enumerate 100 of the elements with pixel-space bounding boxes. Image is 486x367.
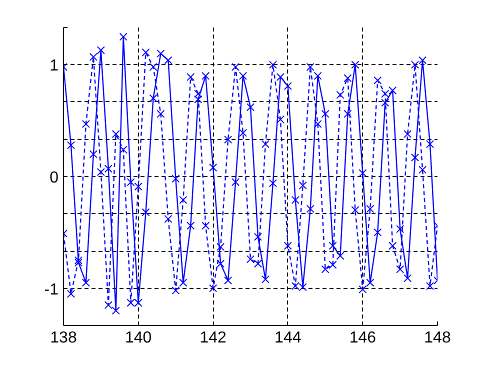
point bbox=[321, 110, 330, 118]
x-tick-label: 148 bbox=[424, 330, 451, 346]
point bbox=[268, 60, 277, 69]
point bbox=[388, 242, 397, 250]
point bbox=[328, 260, 337, 269]
point bbox=[284, 242, 292, 250]
point bbox=[314, 72, 322, 80]
point bbox=[112, 306, 120, 315]
point bbox=[351, 206, 360, 214]
point bbox=[82, 120, 90, 128]
point bbox=[89, 150, 98, 158]
point bbox=[194, 90, 202, 98]
point bbox=[418, 166, 427, 174]
point bbox=[254, 232, 262, 241]
point bbox=[126, 178, 135, 186]
point bbox=[336, 90, 344, 99]
point bbox=[344, 110, 352, 118]
point bbox=[246, 103, 255, 112]
point bbox=[164, 56, 172, 64]
point bbox=[96, 168, 105, 176]
point bbox=[388, 86, 397, 94]
point bbox=[306, 204, 314, 213]
point bbox=[179, 278, 188, 287]
point bbox=[66, 290, 76, 298]
point bbox=[411, 60, 420, 69]
x-tick-label: 138 bbox=[50, 330, 77, 346]
point bbox=[351, 60, 360, 69]
point bbox=[216, 242, 225, 251]
point bbox=[74, 256, 82, 264]
point bbox=[142, 208, 150, 216]
point bbox=[202, 72, 210, 80]
point bbox=[374, 228, 382, 236]
point bbox=[89, 52, 98, 61]
point bbox=[298, 181, 307, 190]
point bbox=[426, 282, 434, 290]
point bbox=[276, 115, 284, 124]
point bbox=[82, 278, 90, 287]
point bbox=[238, 72, 248, 80]
point bbox=[261, 140, 270, 148]
point bbox=[179, 196, 188, 204]
point bbox=[194, 95, 202, 104]
point bbox=[224, 136, 232, 144]
point bbox=[411, 153, 420, 162]
point bbox=[156, 50, 165, 58]
point bbox=[268, 179, 277, 188]
point bbox=[232, 62, 240, 71]
point bbox=[336, 252, 344, 260]
point bbox=[261, 275, 270, 284]
point bbox=[358, 169, 367, 178]
point bbox=[74, 258, 82, 267]
x-tick-label: 140 bbox=[124, 330, 152, 346]
point bbox=[119, 32, 128, 41]
point bbox=[328, 242, 337, 250]
point bbox=[172, 286, 180, 295]
point bbox=[186, 222, 195, 230]
y-tick-label: 1 bbox=[50, 58, 59, 75]
point bbox=[119, 146, 128, 154]
point bbox=[232, 178, 240, 186]
point bbox=[112, 130, 120, 138]
point bbox=[104, 301, 112, 310]
point bbox=[209, 164, 218, 172]
point bbox=[291, 196, 300, 204]
point bbox=[396, 265, 404, 274]
point bbox=[96, 46, 105, 54]
point bbox=[306, 62, 314, 71]
point bbox=[149, 62, 158, 71]
point bbox=[366, 204, 374, 213]
point bbox=[186, 72, 195, 82]
point bbox=[246, 255, 255, 264]
point bbox=[366, 278, 374, 287]
y-tick-label: 0 bbox=[50, 170, 59, 186]
point bbox=[224, 276, 232, 284]
point bbox=[381, 90, 390, 98]
point bbox=[156, 110, 165, 118]
point bbox=[172, 174, 180, 183]
point bbox=[254, 260, 262, 268]
point bbox=[276, 72, 284, 82]
point bbox=[284, 82, 292, 90]
point bbox=[344, 74, 352, 82]
point bbox=[358, 285, 367, 294]
point bbox=[209, 284, 218, 292]
point bbox=[321, 265, 330, 274]
x-tick-label: 146 bbox=[349, 330, 376, 346]
x-tick-label: 142 bbox=[200, 330, 227, 346]
x-tick-label: 144 bbox=[274, 330, 302, 346]
point bbox=[149, 94, 158, 102]
point bbox=[404, 274, 412, 282]
point bbox=[142, 48, 150, 56]
point bbox=[426, 140, 434, 148]
point bbox=[418, 56, 427, 64]
y-tick-label: -1 bbox=[44, 281, 59, 298]
point bbox=[314, 120, 322, 128]
point bbox=[104, 164, 112, 173]
point bbox=[164, 214, 172, 224]
point bbox=[381, 98, 390, 107]
point bbox=[66, 141, 76, 150]
point bbox=[404, 130, 412, 138]
point bbox=[134, 182, 142, 191]
point bbox=[216, 260, 225, 268]
point bbox=[202, 222, 210, 230]
